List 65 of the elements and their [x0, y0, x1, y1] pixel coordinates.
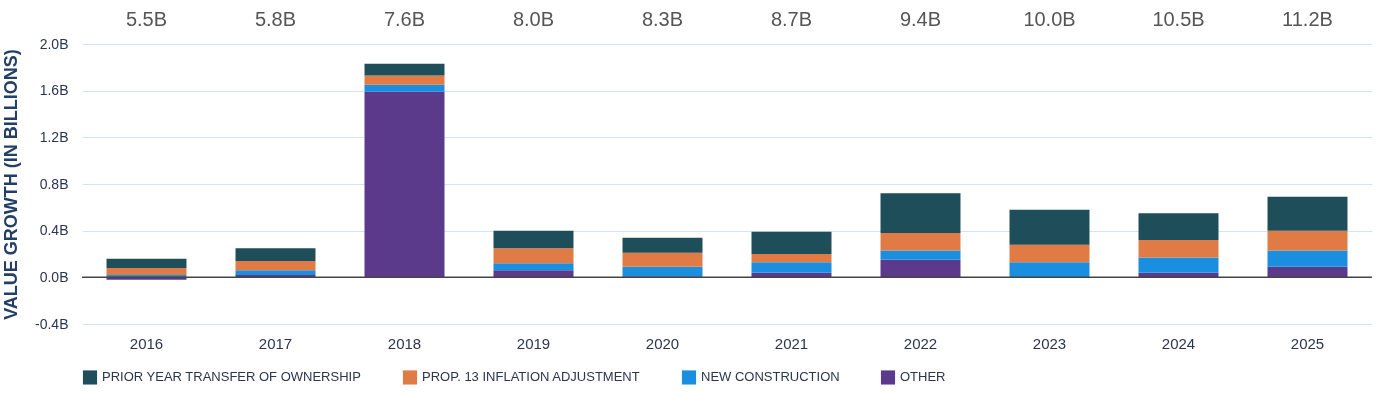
text: 5.8B [254, 8, 297, 30]
bar [622, 252, 703, 267]
bar [1138, 240, 1219, 258]
x-tick-label: 2023 [1032, 334, 1067, 352]
bar [1267, 250, 1348, 267]
x-tick-label: 2020 [645, 334, 680, 352]
bar [1009, 244, 1090, 263]
text: 9.4B [899, 8, 942, 30]
bar [364, 84, 445, 92]
text: 8.0B [512, 8, 555, 30]
x-tick-label: 2016 [129, 334, 164, 352]
text: 7.6B [383, 8, 426, 30]
bar [1138, 213, 1219, 240]
bar [106, 268, 187, 275]
x-tick-label: 2022 [903, 334, 938, 352]
legend-label: NEW CONSTRUCTION [701, 369, 840, 385]
bar [1267, 266, 1348, 278]
y-tick-label: 1.6B [39, 82, 69, 99]
bar [751, 254, 832, 263]
y-tick-label: 0.8B [39, 175, 69, 192]
bar [622, 237, 703, 253]
x-tick-label: 2024 [1161, 334, 1196, 352]
text: 11.2B [1282, 8, 1333, 30]
bar [235, 270, 316, 275]
bar [1267, 196, 1348, 231]
legend-label: OTHER [900, 369, 946, 385]
x-tick-label: 2021 [774, 334, 809, 352]
y-tick-label: -0.4B [35, 315, 69, 332]
bar [880, 193, 961, 233]
bar [1267, 230, 1348, 251]
bar [1138, 257, 1219, 273]
x-tick-label: 2019 [516, 334, 551, 352]
text: 8.3B [641, 8, 684, 30]
bar [880, 250, 961, 260]
x-tick-label: 2017 [258, 334, 293, 352]
bar [751, 231, 832, 254]
bar [493, 230, 574, 249]
bar [751, 262, 832, 273]
text: 8.7B [770, 8, 813, 30]
bar [493, 263, 574, 271]
y-tick-label: 2.0B [39, 35, 69, 52]
bar [364, 91, 445, 278]
bar [364, 75, 445, 85]
bar [1009, 209, 1090, 245]
bar [235, 261, 316, 271]
y-tick-label: 0.4B [39, 222, 69, 239]
x-tick-label: 2018 [387, 334, 422, 352]
bar [880, 259, 961, 278]
text: 10.5B [1152, 8, 1205, 30]
bar [106, 258, 187, 268]
bar [364, 63, 445, 76]
x-tick-label: 2025 [1290, 334, 1325, 352]
bar [493, 248, 574, 264]
legend-label: PROP. 13 INFLATION ADJUSTMENT [422, 369, 640, 385]
y-tick-label: 1.2B [39, 128, 69, 145]
bar [880, 233, 961, 251]
text: 10.0B [1023, 8, 1076, 30]
bar [622, 266, 703, 277]
bar [493, 270, 574, 278]
bar [235, 248, 316, 261]
y-tick-label: 0.0B [39, 268, 69, 285]
y-axis-title: VALUE GROWTH (IN BILLIONS) [1, 49, 22, 320]
legend-label: PRIOR YEAR TRANSFER OF OWNERSHIP [102, 369, 361, 385]
text: 5.5B [125, 8, 168, 30]
bar [1009, 262, 1090, 278]
